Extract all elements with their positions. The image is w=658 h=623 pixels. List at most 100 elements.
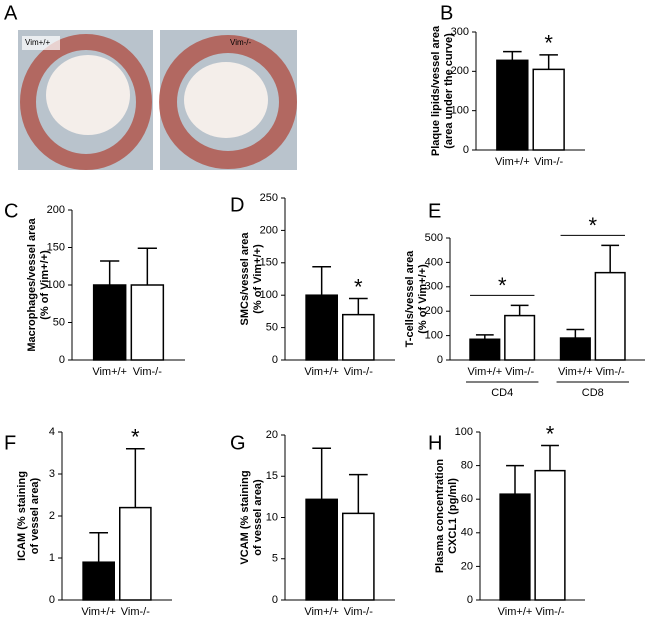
y-tick-label: 15: [266, 470, 278, 482]
bar: [499, 493, 531, 601]
y-axis-label: Plaque lipids/vessel area: [430, 25, 442, 156]
y-tick-label: 0: [467, 594, 473, 606]
y-axis-label: T-cells/vessel area: [404, 250, 416, 348]
y-tick-label: 10: [266, 511, 278, 523]
panel-letter: H: [428, 432, 442, 454]
x-tick-label: Vim+/+: [495, 156, 530, 168]
x-tick-label: Vim+/+: [498, 606, 533, 618]
bar: [559, 337, 591, 361]
y-tick-label: 100: [47, 279, 65, 291]
y-tick-label: 0: [463, 144, 469, 156]
panel-letter: F: [4, 432, 16, 454]
y-tick-label: 200: [451, 65, 469, 77]
y-tick-label: 20: [461, 560, 473, 572]
bar: [342, 313, 375, 361]
y-axis-label: VCAM (% staining: [239, 470, 251, 564]
y-tick-label: 5: [272, 553, 278, 565]
x-tick-label: Vim+/+: [558, 366, 593, 378]
x-tick-label: Vim-/-: [133, 366, 162, 378]
y-tick-label: 0: [272, 354, 278, 366]
x-tick-label: Vim-/-: [121, 606, 150, 618]
vessel-wall: [159, 35, 297, 169]
y-axis-label: ICAM (% staining: [16, 471, 28, 561]
significance-star: *: [546, 421, 555, 446]
y-tick-label: 300: [451, 26, 469, 38]
bar: [534, 469, 566, 601]
panel-letter: E: [428, 200, 441, 222]
x-tick-label: Vim+/+: [81, 606, 116, 618]
x-tick-label: Vim+/+: [467, 366, 502, 378]
significance-star: *: [498, 273, 507, 298]
group-label: CD8: [582, 387, 604, 399]
y-tick-label: 0: [59, 354, 65, 366]
bar: [469, 338, 501, 361]
y-tick-label: 3: [49, 468, 55, 480]
y-axis-label: (area under the curve): [443, 33, 455, 149]
vessel-wall: [20, 34, 152, 170]
panel-letter: C: [4, 200, 18, 222]
lumen: [46, 55, 130, 135]
significance-star: *: [131, 425, 140, 450]
y-tick-label: 0: [49, 594, 55, 606]
y-tick-label: 50: [266, 322, 278, 334]
y-tick-label: 50: [53, 316, 65, 328]
y-tick-label: 2: [49, 510, 55, 522]
x-tick-label: Vim+/+: [304, 366, 339, 378]
y-axis-label: Plasma concentration: [434, 459, 446, 574]
x-tick-label: Vim-/-: [596, 366, 625, 378]
y-tick-label: 200: [425, 305, 443, 317]
bar: [305, 294, 339, 361]
y-tick-label: 20: [266, 429, 278, 441]
y-tick-label: 250: [260, 192, 278, 204]
bar: [82, 561, 116, 601]
panel-letter: D: [230, 194, 244, 216]
x-tick-label: Vim-/-: [505, 366, 534, 378]
y-tick-label: 0: [437, 354, 443, 366]
x-tick-label: Vim-/-: [344, 606, 373, 618]
y-tick-label: 400: [425, 256, 443, 268]
group-label: CD4: [491, 387, 513, 399]
y-tick-label: 40: [461, 527, 473, 539]
y-tick-label: 80: [461, 460, 473, 472]
bar: [92, 284, 127, 361]
significance-star: *: [588, 213, 597, 238]
y-tick-label: 150: [47, 241, 65, 253]
bar: [342, 512, 375, 601]
x-tick-label: Vim-/-: [535, 606, 564, 618]
y-tick-label: 100: [451, 105, 469, 117]
y-tick-label: 200: [47, 204, 65, 216]
image-label: Vim-/-: [230, 38, 252, 47]
y-axis-label: (% of Vim+/+): [252, 244, 264, 314]
y-tick-label: 200: [260, 224, 278, 236]
bar: [594, 271, 626, 361]
y-axis-label: Macrophages/vessel area: [26, 217, 38, 351]
y-tick-label: 1: [49, 552, 55, 564]
y-tick-label: 100: [260, 289, 278, 301]
y-axis-label: CXCL1 (pg/ml): [447, 478, 459, 554]
bar: [130, 284, 165, 361]
bar: [119, 506, 152, 601]
y-tick-label: 4: [49, 426, 55, 438]
x-tick-label: Vim+/+: [304, 606, 339, 618]
bar: [305, 498, 339, 601]
significance-star: *: [544, 31, 553, 56]
x-tick-label: Vim-/-: [344, 366, 373, 378]
label-box: [22, 36, 60, 50]
bar: [504, 314, 536, 361]
x-tick-label: Vim+/+: [92, 366, 127, 378]
y-tick-label: 100: [425, 330, 443, 342]
y-tick-label: 500: [425, 232, 443, 244]
y-tick-label: 60: [461, 493, 473, 505]
lumen: [184, 62, 268, 138]
y-tick-label: 300: [425, 281, 443, 293]
panel-letter: A: [4, 2, 18, 24]
y-axis-label: SMCs/vessel area: [239, 232, 251, 326]
y-axis-label: of vessel area): [29, 477, 41, 554]
bar: [496, 59, 529, 151]
y-axis-label: (% of Vim+/+): [417, 264, 429, 334]
y-tick-label: 150: [260, 257, 278, 269]
panel-letter: G: [230, 432, 246, 454]
bar: [532, 68, 565, 151]
panel-letter: B: [440, 2, 453, 24]
